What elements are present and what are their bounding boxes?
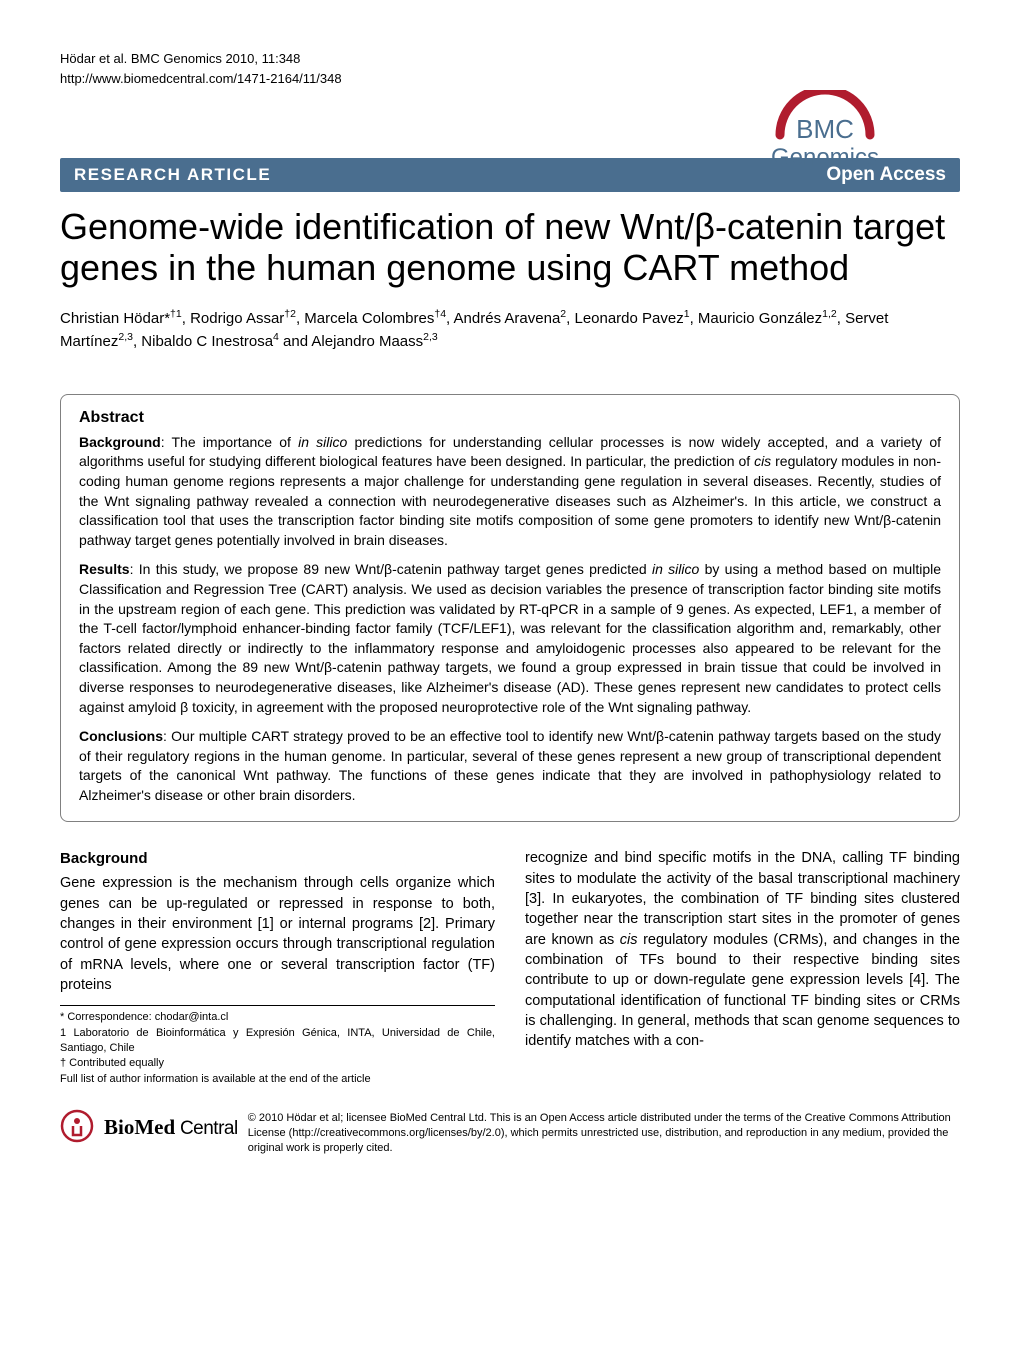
license-bar: BioMed Central © 2010 Hödar et al; licen… bbox=[60, 1109, 960, 1156]
url-line: http://www.biomedcentral.com/1471-2164/1… bbox=[60, 70, 960, 88]
left-column: Background Gene expression is the mechan… bbox=[60, 848, 495, 1087]
footnotes: * Correspondence: chodar@inta.cl 1 Labor… bbox=[60, 1005, 495, 1087]
license-text: © 2010 Hödar et al; licensee BioMed Cent… bbox=[248, 1109, 960, 1156]
bmc-genomics-logo-icon: BMC Genomics bbox=[760, 90, 890, 180]
journal-logo: BMC Genomics bbox=[760, 90, 890, 185]
footnote-affiliation: 1 Laboratorio de Bioinformática y Expres… bbox=[60, 1026, 495, 1057]
abstract-background-label: Background bbox=[79, 434, 161, 450]
svg-text:Genomics: Genomics bbox=[771, 144, 879, 171]
body-columns: Background Gene expression is the mechan… bbox=[60, 848, 960, 1087]
citation-line: Hödar et al. BMC Genomics 2010, 11:348 bbox=[60, 50, 960, 68]
abstract-box: Abstract Background: The importance of i… bbox=[60, 394, 960, 823]
abstract-results: Results: In this study, we propose 89 ne… bbox=[79, 560, 941, 717]
abstract-results-label: Results bbox=[79, 561, 130, 577]
left-column-text: Gene expression is the mechanism through… bbox=[60, 873, 495, 995]
footnote-fulllist: Full list of author information is avail… bbox=[60, 1072, 495, 1087]
footnote-contributed: † Contributed equally bbox=[60, 1056, 495, 1071]
right-column: recognize and bind specific motifs in th… bbox=[525, 848, 960, 1087]
article-title: Genome-wide identification of new Wnt/β-… bbox=[60, 206, 960, 289]
background-heading: Background bbox=[60, 848, 495, 869]
author-list: Christian Hödar*†1, Rodrigo Assar†2, Mar… bbox=[60, 307, 960, 354]
biomed-text: BioMed bbox=[104, 1115, 175, 1139]
page-header: Hödar et al. BMC Genomics 2010, 11:348 h… bbox=[60, 50, 960, 150]
abstract-conclusions-text: : Our multiple CART strategy proved to b… bbox=[79, 728, 941, 803]
abstract-heading: Abstract bbox=[79, 409, 941, 427]
abstract-conclusions: Conclusions: Our multiple CART strategy … bbox=[79, 727, 941, 805]
article-type-label: RESEARCH ARTICLE bbox=[74, 165, 271, 185]
open-access-icon bbox=[60, 1109, 94, 1143]
abstract-conclusions-label: Conclusions bbox=[79, 728, 163, 744]
central-text: Central bbox=[175, 1118, 238, 1139]
biomed-central-logo: BioMed Central bbox=[104, 1113, 238, 1142]
footnote-correspondence: * Correspondence: chodar@inta.cl bbox=[60, 1010, 495, 1025]
svg-text:BMC: BMC bbox=[796, 114, 854, 144]
abstract-background: Background: The importance of in silico … bbox=[79, 433, 941, 551]
